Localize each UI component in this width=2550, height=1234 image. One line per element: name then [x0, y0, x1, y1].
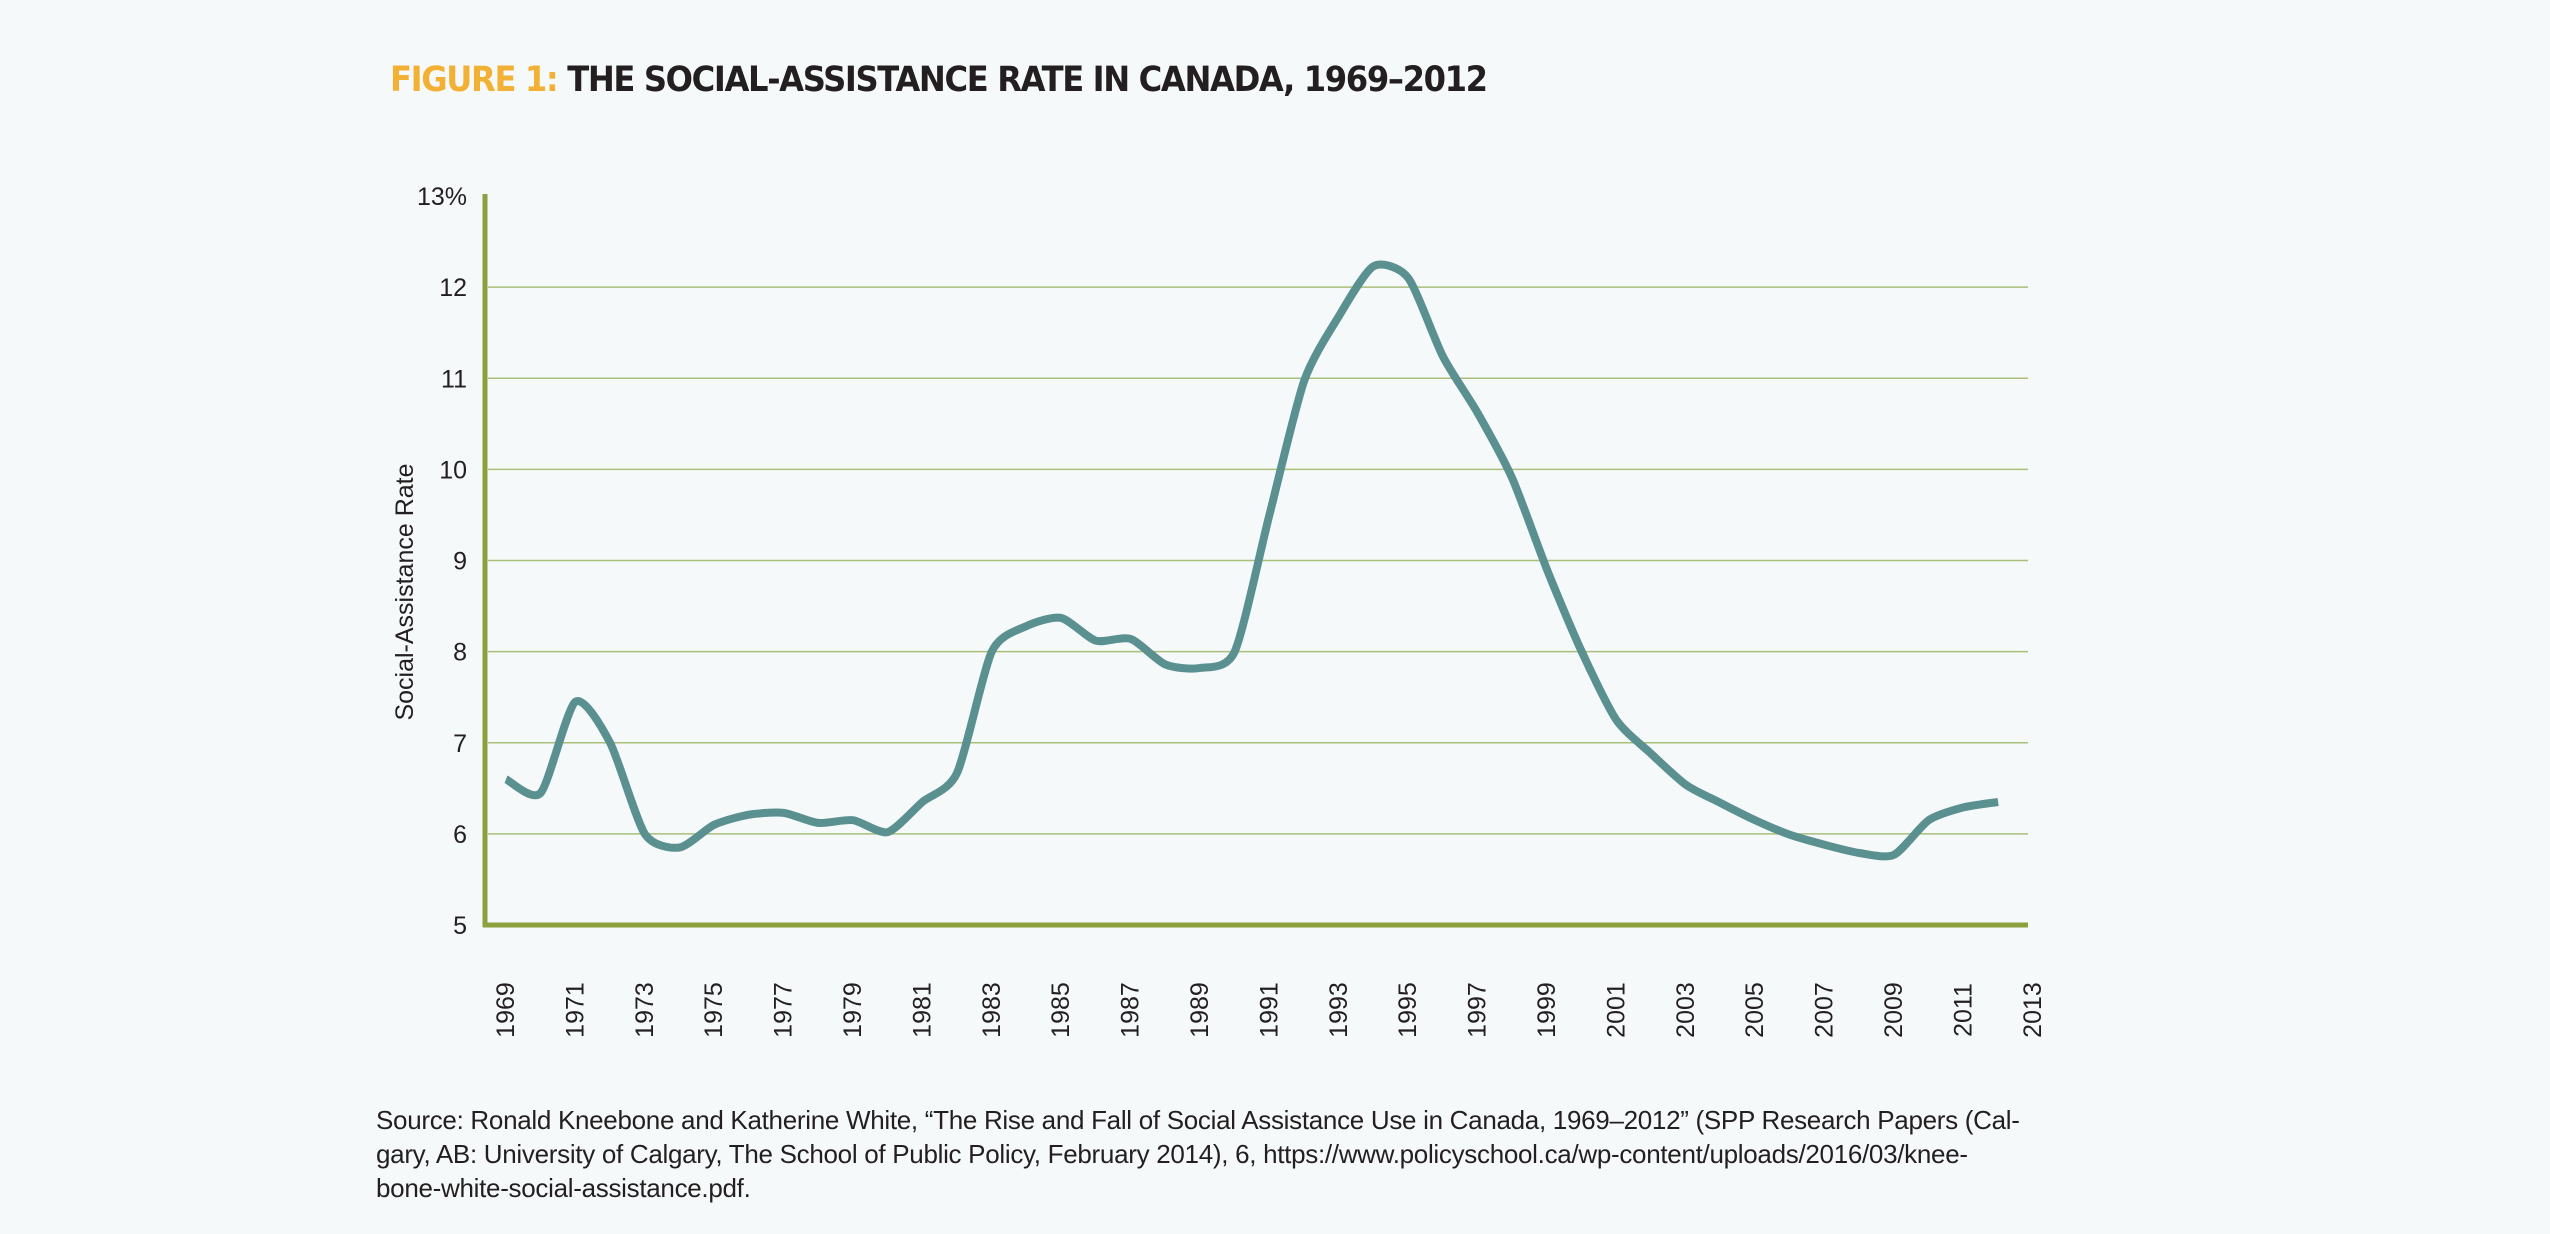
- x-tick-label: 2007: [1811, 982, 1839, 1038]
- data-point-1993: [1336, 313, 1342, 319]
- x-tick-label: 1977: [770, 982, 798, 1038]
- series-group: [503, 260, 2001, 861]
- data-point-1995: [1405, 275, 1411, 281]
- x-tick-label: 1969: [492, 982, 520, 1038]
- x-tick-label: 1997: [1464, 982, 1492, 1038]
- y-tick-label: 10: [439, 456, 467, 484]
- data-point-1974: [677, 845, 683, 851]
- data-point-2002: [1648, 751, 1654, 757]
- x-tick-labels: 1969 1971 1973 1975 1977 1979 1981 1983 1985 1987…: [492, 982, 2047, 1038]
- y-tick-label: 6: [453, 821, 467, 849]
- data-point-1988: [1162, 661, 1168, 667]
- data-point-1982: [954, 770, 960, 776]
- y-tick-labels: 5 6 7 8 9 10 11 12 13%: [417, 183, 467, 940]
- data-point-1987: [1128, 636, 1134, 642]
- data-point-1976: [746, 812, 752, 818]
- data-point-1992: [1301, 378, 1307, 384]
- x-tick-label: 2011: [1949, 983, 1977, 1037]
- data-point-2004: [1718, 800, 1724, 806]
- data-point-2001: [1613, 717, 1619, 723]
- data-point-2012: [1995, 799, 2001, 805]
- data-point-1986: [1093, 638, 1099, 644]
- source-line-1: Source: Ronald Kneebone and Katherine Wh…: [376, 1105, 2020, 1135]
- data-point-2005: [1752, 817, 1758, 823]
- data-point-1997: [1475, 410, 1481, 416]
- source-note: Source: Ronald Kneebone and Katherine Wh…: [376, 1103, 2116, 1205]
- x-tick-label: 1987: [1117, 982, 1145, 1038]
- data-point-1978: [815, 820, 821, 826]
- data-point-2010: [1926, 817, 1932, 823]
- source-line-2: gary, AB: University of Calgary, The Sch…: [376, 1139, 1968, 1169]
- figure-title: FIGURE 1: THE SOCIAL-ASSISTANCE RATE IN …: [390, 60, 1488, 100]
- data-point-2009: [1891, 852, 1897, 858]
- gridlines: [488, 286, 2028, 835]
- x-tick-label: 1989: [1186, 982, 1214, 1038]
- x-tick-label: 1999: [1533, 982, 1561, 1038]
- figure-label: FIGURE 1:: [390, 60, 559, 100]
- data-point-1979: [850, 817, 856, 823]
- data-point-1977: [781, 810, 787, 816]
- data-point-1970: [538, 790, 544, 796]
- x-tick-label: 1985: [1047, 982, 1075, 1038]
- data-point-1983: [989, 649, 995, 655]
- data-point-1971: [572, 699, 578, 705]
- x-tick-label: 1975: [700, 982, 728, 1038]
- data-point-2003: [1683, 782, 1689, 788]
- data-point-1989: [1197, 665, 1203, 671]
- x-tick-label: 2009: [1880, 982, 1908, 1038]
- x-tick-label: 1979: [839, 982, 867, 1038]
- data-point-1975: [711, 822, 717, 828]
- x-tick-label: 2003: [1672, 982, 1700, 1038]
- data-point-1985: [1058, 615, 1064, 621]
- data-point-1984: [1024, 623, 1030, 629]
- data-point-1998: [1509, 475, 1515, 481]
- figure-title-text: THE SOCIAL-ASSISTANCE RATE IN CANADA, 19…: [567, 60, 1488, 100]
- y-tick-label: 13%: [417, 183, 467, 211]
- data-point-1994: [1371, 263, 1377, 269]
- x-tick-label: 2013: [2019, 982, 2047, 1038]
- data-point-2008: [1856, 850, 1862, 856]
- x-tick-label: 1981: [908, 982, 936, 1038]
- x-tick-label: 2005: [1741, 982, 1769, 1038]
- y-tick-label: 5: [453, 912, 467, 940]
- data-point-2000: [1579, 649, 1585, 655]
- data-point-2007: [1822, 842, 1828, 848]
- data-point-1980: [885, 829, 891, 835]
- y-tick-label: 12: [439, 274, 467, 302]
- data-point-1991: [1266, 512, 1272, 518]
- axes: [482, 194, 2028, 928]
- data-point-1999: [1544, 567, 1550, 573]
- x-tick-label: 1973: [631, 982, 659, 1038]
- y-tick-label: 7: [453, 730, 467, 758]
- data-point-1973: [642, 831, 648, 837]
- data-point-1981: [919, 799, 925, 805]
- x-tick-label: 1991: [1255, 982, 1283, 1038]
- data-point-1969: [503, 776, 509, 782]
- x-tick-label: 1993: [1325, 982, 1353, 1038]
- data-point-2006: [1787, 832, 1793, 838]
- x-tick-label: 1995: [1394, 982, 1422, 1038]
- data-point-1996: [1440, 353, 1446, 359]
- series-line: [503, 260, 1999, 861]
- source-line-3: bone-white-social-assistance.pdf.: [376, 1173, 751, 1203]
- y-tick-label: 11: [441, 365, 467, 393]
- y-tick-label: 8: [453, 639, 467, 667]
- data-point-1972: [607, 740, 613, 746]
- data-point-2011: [1960, 804, 1966, 810]
- x-tick-label: 2001: [1602, 982, 1630, 1038]
- x-tick-label: 1983: [978, 982, 1006, 1038]
- y-axis-label: Social-Assistance Rate: [391, 463, 419, 720]
- data-point-1990: [1232, 649, 1238, 655]
- x-tick-label: 1971: [561, 982, 589, 1038]
- y-tick-label: 9: [453, 548, 467, 576]
